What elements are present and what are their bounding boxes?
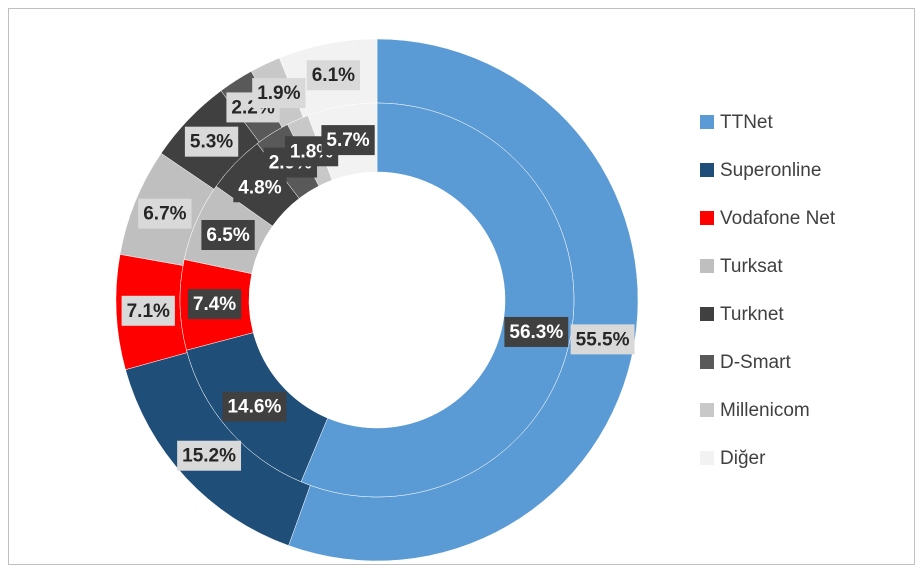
legend-label: TTNet: [720, 112, 774, 133]
data-label: 4.8%: [238, 177, 281, 198]
data-label: 6.7%: [143, 204, 186, 225]
data-label-box: [306, 60, 361, 91]
data-label: 55.5%: [576, 329, 630, 350]
data-label-box: [201, 219, 255, 250]
data-label: 7.4%: [193, 294, 236, 315]
data-label-box: [184, 126, 239, 157]
donut-segment: [300, 102, 575, 498]
data-label-box: [121, 295, 175, 326]
data-label-box: [187, 289, 242, 320]
legend-label: Millenicom: [720, 400, 810, 421]
data-label-box: [138, 198, 192, 229]
legend-swatch: [700, 307, 714, 321]
legend-swatch: [700, 451, 714, 465]
data-label-box: [570, 324, 635, 355]
data-label: 15.2%: [182, 446, 236, 467]
data-label-box: [252, 78, 306, 109]
data-label: 7.1%: [127, 301, 170, 322]
legend-label: D-Smart: [720, 352, 791, 373]
legend-label: Vodafone Net: [720, 208, 836, 229]
data-label-box: [504, 316, 569, 347]
legend-swatch: [700, 355, 714, 369]
data-label-box: [222, 391, 287, 422]
data-label: 5.3%: [190, 132, 233, 153]
data-label-box: [177, 440, 242, 471]
data-label: 14.6%: [227, 397, 281, 418]
data-label: 6.1%: [312, 65, 355, 86]
data-label: 56.3%: [509, 322, 563, 343]
legend-label: Turksat: [720, 256, 783, 277]
legend-swatch: [700, 259, 714, 273]
legend-label: Diğer: [720, 448, 766, 469]
legend-swatch: [700, 211, 714, 225]
data-label-box: [321, 125, 375, 156]
legend-label: Superonline: [720, 160, 821, 181]
legend-swatch: [700, 403, 714, 417]
legend-swatch: [700, 115, 714, 129]
data-label: 1.9%: [257, 83, 300, 104]
data-label: 6.5%: [206, 225, 249, 246]
legend-swatch: [700, 163, 714, 177]
legend-label: Turknet: [720, 304, 784, 325]
data-label: 5.7%: [326, 130, 369, 151]
